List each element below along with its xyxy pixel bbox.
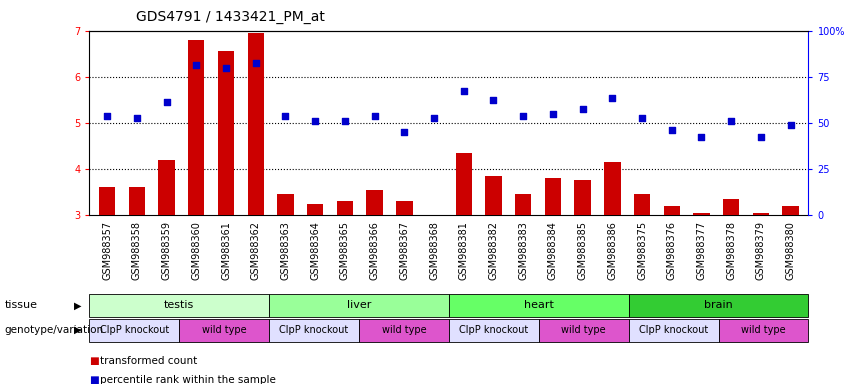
Point bbox=[190, 62, 203, 68]
Point bbox=[606, 94, 620, 101]
Point bbox=[457, 88, 471, 94]
Point bbox=[517, 113, 530, 119]
Bar bbox=[277, 194, 294, 215]
Point bbox=[724, 118, 738, 124]
Text: ClpP knockout: ClpP knockout bbox=[460, 325, 528, 335]
Point bbox=[160, 99, 174, 105]
Text: wild type: wild type bbox=[381, 325, 426, 335]
Text: genotype/variation: genotype/variation bbox=[4, 325, 103, 335]
Text: heart: heart bbox=[524, 300, 554, 310]
Point bbox=[546, 111, 560, 117]
Text: percentile rank within the sample: percentile rank within the sample bbox=[100, 375, 277, 384]
Text: ClpP knockout: ClpP knockout bbox=[100, 325, 168, 335]
Point bbox=[249, 60, 263, 66]
Point bbox=[397, 129, 411, 135]
Point bbox=[130, 115, 144, 121]
Text: testis: testis bbox=[164, 300, 194, 310]
Point bbox=[694, 134, 708, 140]
Point bbox=[665, 127, 678, 133]
Bar bbox=[515, 194, 531, 215]
Text: wild type: wild type bbox=[741, 325, 785, 335]
Bar bbox=[188, 40, 204, 215]
Point bbox=[368, 113, 381, 119]
Bar bbox=[485, 176, 501, 215]
Text: liver: liver bbox=[347, 300, 371, 310]
Text: ▶: ▶ bbox=[74, 325, 82, 335]
Point bbox=[487, 97, 500, 103]
Bar bbox=[307, 204, 323, 215]
Text: ■: ■ bbox=[89, 375, 99, 384]
Bar bbox=[574, 180, 591, 215]
Text: ▶: ▶ bbox=[74, 300, 82, 310]
Bar bbox=[604, 162, 620, 215]
Bar bbox=[664, 206, 680, 215]
Bar bbox=[782, 206, 799, 215]
Bar bbox=[397, 201, 413, 215]
Text: tissue: tissue bbox=[4, 300, 37, 310]
Point bbox=[427, 115, 441, 121]
Point bbox=[220, 65, 233, 71]
Bar bbox=[634, 194, 650, 215]
Text: wild type: wild type bbox=[202, 325, 247, 335]
Text: ClpP knockout: ClpP knockout bbox=[279, 325, 349, 335]
Bar bbox=[367, 190, 383, 215]
Point bbox=[784, 122, 797, 128]
Text: GDS4791 / 1433421_PM_at: GDS4791 / 1433421_PM_at bbox=[136, 10, 325, 23]
Point bbox=[635, 115, 648, 121]
Point bbox=[754, 134, 768, 140]
Text: ■: ■ bbox=[89, 356, 99, 366]
Point bbox=[576, 106, 590, 112]
Bar bbox=[129, 187, 145, 215]
Text: ClpP knockout: ClpP knockout bbox=[639, 325, 708, 335]
Bar bbox=[248, 33, 264, 215]
Point bbox=[278, 113, 292, 119]
Bar bbox=[545, 178, 561, 215]
Text: brain: brain bbox=[704, 300, 733, 310]
Bar bbox=[455, 153, 472, 215]
Bar bbox=[694, 213, 710, 215]
Bar bbox=[753, 213, 769, 215]
Bar bbox=[99, 187, 116, 215]
Bar bbox=[218, 51, 234, 215]
Point bbox=[308, 118, 322, 124]
Point bbox=[100, 113, 114, 119]
Text: transformed count: transformed count bbox=[100, 356, 197, 366]
Text: wild type: wild type bbox=[562, 325, 606, 335]
Point bbox=[338, 118, 351, 124]
Bar bbox=[723, 199, 740, 215]
Bar bbox=[158, 160, 174, 215]
Bar bbox=[337, 201, 353, 215]
